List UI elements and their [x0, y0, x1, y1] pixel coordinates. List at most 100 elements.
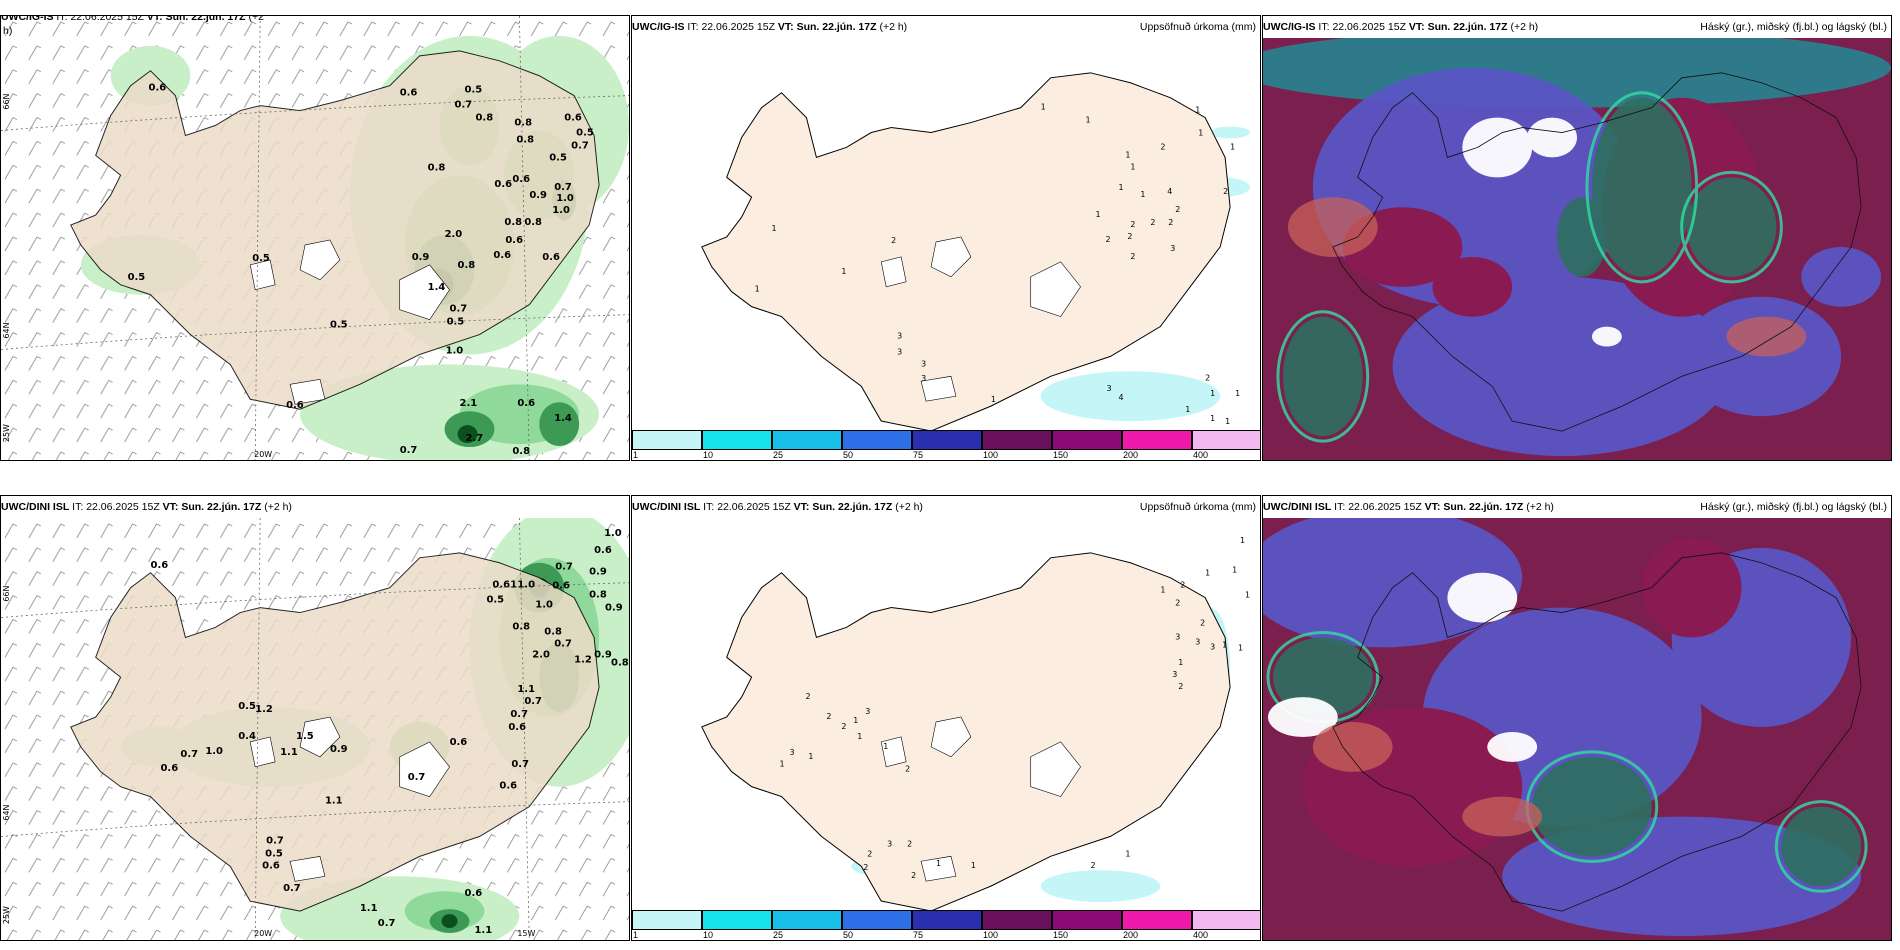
- colorbar-tick: 100: [983, 450, 999, 460]
- model-name: UWC/IG-IS: [632, 21, 685, 33]
- value-label: 0.7: [378, 918, 396, 929]
- colorbar-tick: 50: [843, 450, 854, 460]
- colorbar-tick: 75: [913, 930, 924, 940]
- value-label: 0.5: [486, 595, 504, 606]
- it-label: IT:: [72, 501, 84, 513]
- value-label: 1: [1178, 658, 1183, 667]
- value-label: 2: [1168, 218, 1173, 227]
- value-label: 3: [897, 331, 902, 340]
- lead-time: (+2 h): [895, 501, 923, 513]
- value-label: 3: [789, 748, 794, 757]
- vt-label: VT:: [1408, 21, 1425, 33]
- map-area: [1263, 38, 1891, 460]
- value-label: 1: [1140, 190, 1145, 199]
- value-label: 1: [780, 760, 785, 769]
- value-label: 0.5: [252, 253, 270, 264]
- value-label: 0.6: [499, 781, 517, 792]
- value-label: 2: [1200, 618, 1205, 627]
- value-label: 1.1: [325, 796, 343, 807]
- it-label: IT:: [703, 501, 715, 513]
- value-label: 1: [1125, 849, 1130, 858]
- value-label: 1: [1041, 103, 1046, 112]
- value-label: 2: [826, 712, 831, 721]
- vt-value: Sun. 22.jún. 17Z: [796, 21, 877, 33]
- value-label: 2: [1105, 235, 1110, 244]
- value-label: 2: [1175, 599, 1180, 608]
- it-value: 22.06.2025 15Z: [701, 21, 775, 33]
- value-label: 0.61: [492, 580, 517, 591]
- value-label: 1: [1240, 536, 1245, 545]
- colorbar-segment: [1052, 910, 1122, 930]
- map-area: [1263, 518, 1891, 940]
- colorbar-segment: [772, 910, 842, 930]
- colorbar-segment: [842, 910, 912, 930]
- panel-header: UWC/DINI ISL IT: 22.06.2025 15Z VT: Sun.…: [632, 496, 1260, 518]
- value-label: 0.5: [549, 152, 567, 163]
- colorbar-segment: [1192, 430, 1260, 450]
- value-label: 1: [1096, 210, 1101, 219]
- value-label: 1.0: [535, 600, 553, 611]
- value-label: 0.8: [458, 260, 476, 271]
- value-label: 0.7: [283, 883, 301, 894]
- value-label: 0.6: [151, 560, 169, 571]
- value-label: 1.4: [428, 282, 446, 293]
- value-label: 0.8: [428, 162, 446, 173]
- colorbar-tick: 75: [913, 450, 924, 460]
- value-label: 2: [863, 863, 868, 872]
- value-label: 0.7: [511, 759, 529, 770]
- colorbar-segment: [912, 910, 982, 930]
- value-label: 2.7: [466, 433, 484, 444]
- value-label: 3: [1210, 642, 1215, 651]
- value-label: 1: [1225, 417, 1230, 426]
- colorbar-segment: [1052, 430, 1122, 450]
- value-label: 2: [1130, 220, 1135, 229]
- value-label: 2: [1130, 252, 1135, 261]
- colorbar-segment: [1122, 910, 1192, 930]
- colorbar-tick: 1: [633, 930, 639, 940]
- colorbar-tick: 200: [1123, 450, 1139, 460]
- value-label: 1.0: [552, 205, 570, 216]
- colorbar-tick: 25: [773, 450, 784, 460]
- value-label: 0.6: [160, 763, 178, 774]
- colorbar-segment: [632, 910, 702, 930]
- value-label: 0.5: [238, 701, 256, 712]
- axis-lon20: 20W: [254, 450, 272, 459]
- precip-colorbar: 1 10 25 50 75 100 150 200 400: [632, 910, 1260, 940]
- model-name: UWC/DINI ISL: [1263, 501, 1332, 513]
- value-label: 2: [1223, 187, 1228, 196]
- colorbar-tick: 100: [983, 930, 999, 940]
- vt-label: VT:: [1424, 501, 1441, 513]
- value-label: 0.7: [180, 749, 198, 760]
- value-label: 0.5: [330, 320, 348, 331]
- value-label: 0.8: [524, 217, 542, 228]
- value-label: 1: [772, 224, 777, 233]
- value-label: 1: [1118, 183, 1123, 192]
- value-label: 2: [841, 722, 846, 731]
- vt-label: VT:: [162, 501, 179, 513]
- value-label: 1.0: [556, 193, 574, 204]
- panel-header: UWC/IG-IS IT: 22.06.2025 15Z VT: Sun. 22…: [632, 16, 1260, 38]
- it-value: 22.06.2025 15Z: [70, 15, 144, 23]
- value-label: 0.9: [589, 567, 607, 578]
- value-label: 1.5: [296, 731, 314, 742]
- cloud-map-svg: [1263, 518, 1891, 940]
- value-label: 0.9: [605, 603, 623, 614]
- value-label: 1.1: [474, 925, 492, 936]
- panel-bot-left-precip-map: UWC/DINI ISL IT: 22.06.2025 15Z VT: Sun.…: [0, 495, 630, 941]
- value-label: 1: [883, 742, 888, 751]
- panel-bot-right-cloud-map: UWC/DINI ISL IT: 22.06.2025 15Z VT: Sun.…: [1262, 495, 1892, 941]
- colorbar-tick: 50: [843, 930, 854, 940]
- axis-lon20: 20W: [254, 929, 272, 938]
- value-label: 3: [1175, 632, 1180, 641]
- value-label: 1: [1086, 116, 1091, 125]
- value-label: 0.8: [475, 113, 493, 124]
- value-label: 1: [1210, 414, 1215, 423]
- value-label: 0.7: [400, 445, 418, 456]
- cloud-map-svg: [1263, 38, 1891, 460]
- value-label: 1.0: [205, 746, 223, 757]
- value-label: 2: [1180, 581, 1185, 590]
- panel-top-mid-accum-precip: UWC/IG-IS IT: 22.06.2025 15Z VT: Sun. 22…: [631, 15, 1261, 461]
- value-label: 0.6: [450, 737, 468, 748]
- value-label: 0.8: [504, 217, 522, 228]
- value-label: 1.1: [280, 747, 298, 758]
